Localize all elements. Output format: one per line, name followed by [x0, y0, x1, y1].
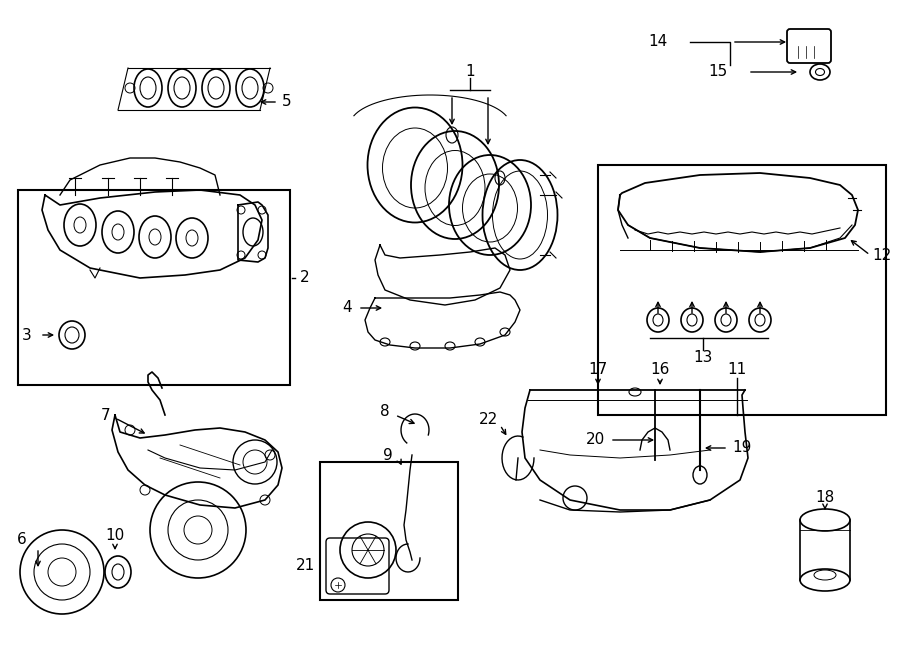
- Text: 2: 2: [300, 270, 310, 286]
- Text: 12: 12: [872, 247, 891, 262]
- Text: 7: 7: [101, 407, 110, 422]
- Text: 20: 20: [586, 432, 605, 447]
- Text: 14: 14: [649, 34, 668, 50]
- Text: 10: 10: [105, 527, 124, 543]
- Text: 17: 17: [589, 362, 608, 377]
- Text: 8: 8: [381, 405, 390, 420]
- Text: 19: 19: [732, 440, 752, 455]
- Text: 5: 5: [282, 95, 292, 110]
- Text: 15: 15: [709, 65, 728, 79]
- Text: 3: 3: [22, 327, 32, 342]
- Text: 1: 1: [465, 65, 475, 79]
- Text: 9: 9: [383, 447, 393, 463]
- Bar: [598, 165, 886, 415]
- Bar: [320, 462, 458, 600]
- Text: 16: 16: [651, 362, 670, 377]
- Text: 22: 22: [479, 412, 498, 428]
- Text: 11: 11: [727, 362, 747, 377]
- Text: 21: 21: [296, 557, 315, 572]
- Text: 4: 4: [342, 301, 352, 315]
- Text: 18: 18: [815, 490, 834, 506]
- Text: 6: 6: [17, 533, 27, 547]
- Bar: [18, 190, 290, 385]
- Text: 13: 13: [693, 350, 713, 366]
